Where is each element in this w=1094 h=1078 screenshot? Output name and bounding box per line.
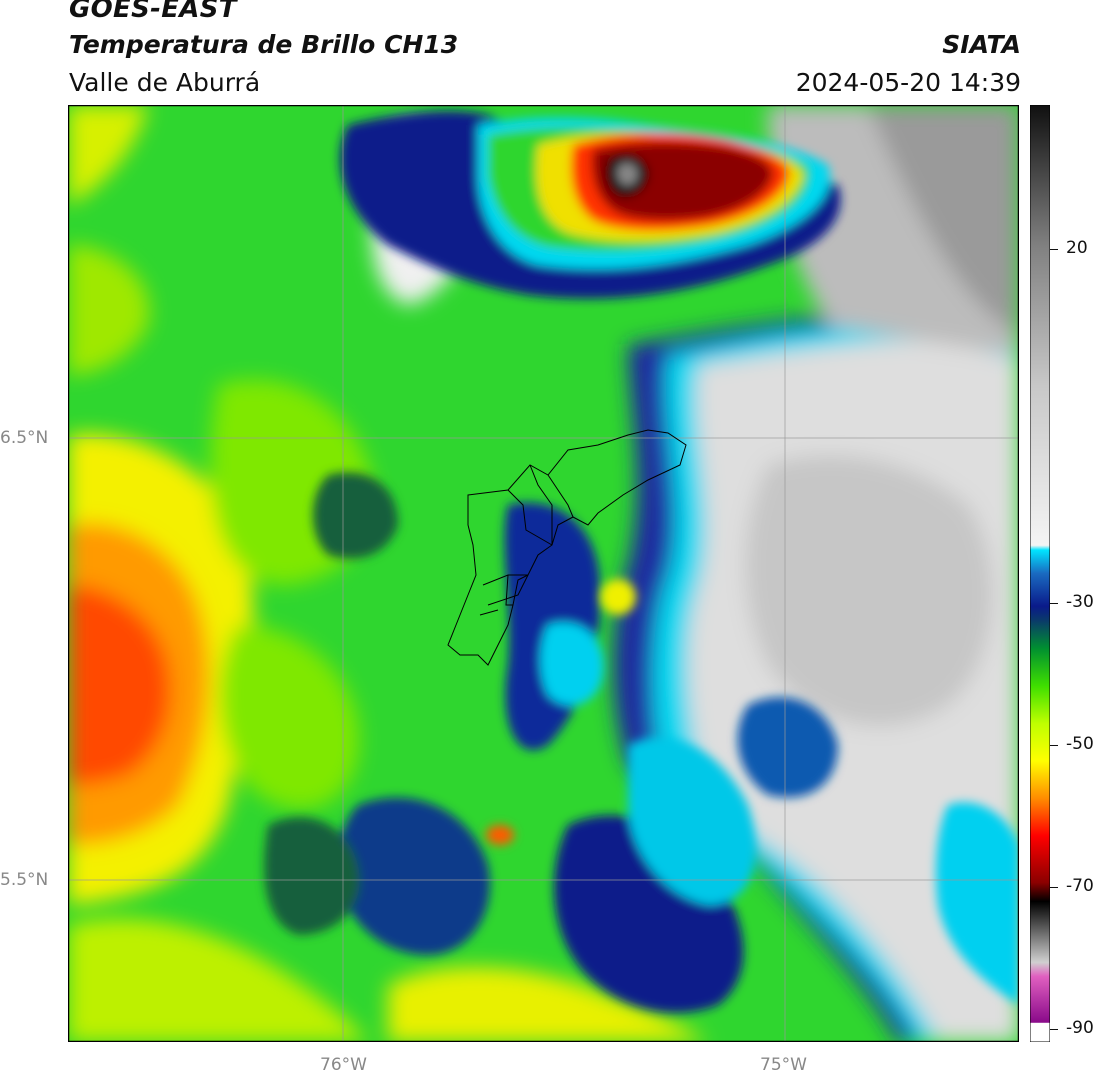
satellite-title: GOES-EAST [69, 0, 237, 24]
colorbar-label-20: 20 [1066, 238, 1088, 258]
lon-label-75W: 75°W [760, 1055, 807, 1075]
lat-label-5.5N: 5.5°N [0, 870, 49, 890]
brightness-temperature-map [68, 105, 1019, 1042]
colorbar-label-minus30: -30 [1066, 592, 1094, 612]
lat-label-6.5N: 6.5°N [0, 428, 49, 448]
brand-label: SIATA [942, 30, 1021, 59]
municipality-outlines [447, 429, 687, 666]
product-title: Temperatura de Brillo CH13 [69, 30, 459, 59]
lon-label-76W: 76°W [320, 1055, 367, 1075]
colorbar-label-minus50: -50 [1066, 734, 1094, 754]
datetime-label: 2024-05-20 14:39 [795, 68, 1021, 97]
colorbar-label-minus70: -70 [1066, 876, 1094, 896]
colorbar-label-minus90: -90 [1066, 1018, 1094, 1038]
region-label: Valle de Aburrá [69, 68, 261, 97]
colorbar [1030, 105, 1050, 1042]
